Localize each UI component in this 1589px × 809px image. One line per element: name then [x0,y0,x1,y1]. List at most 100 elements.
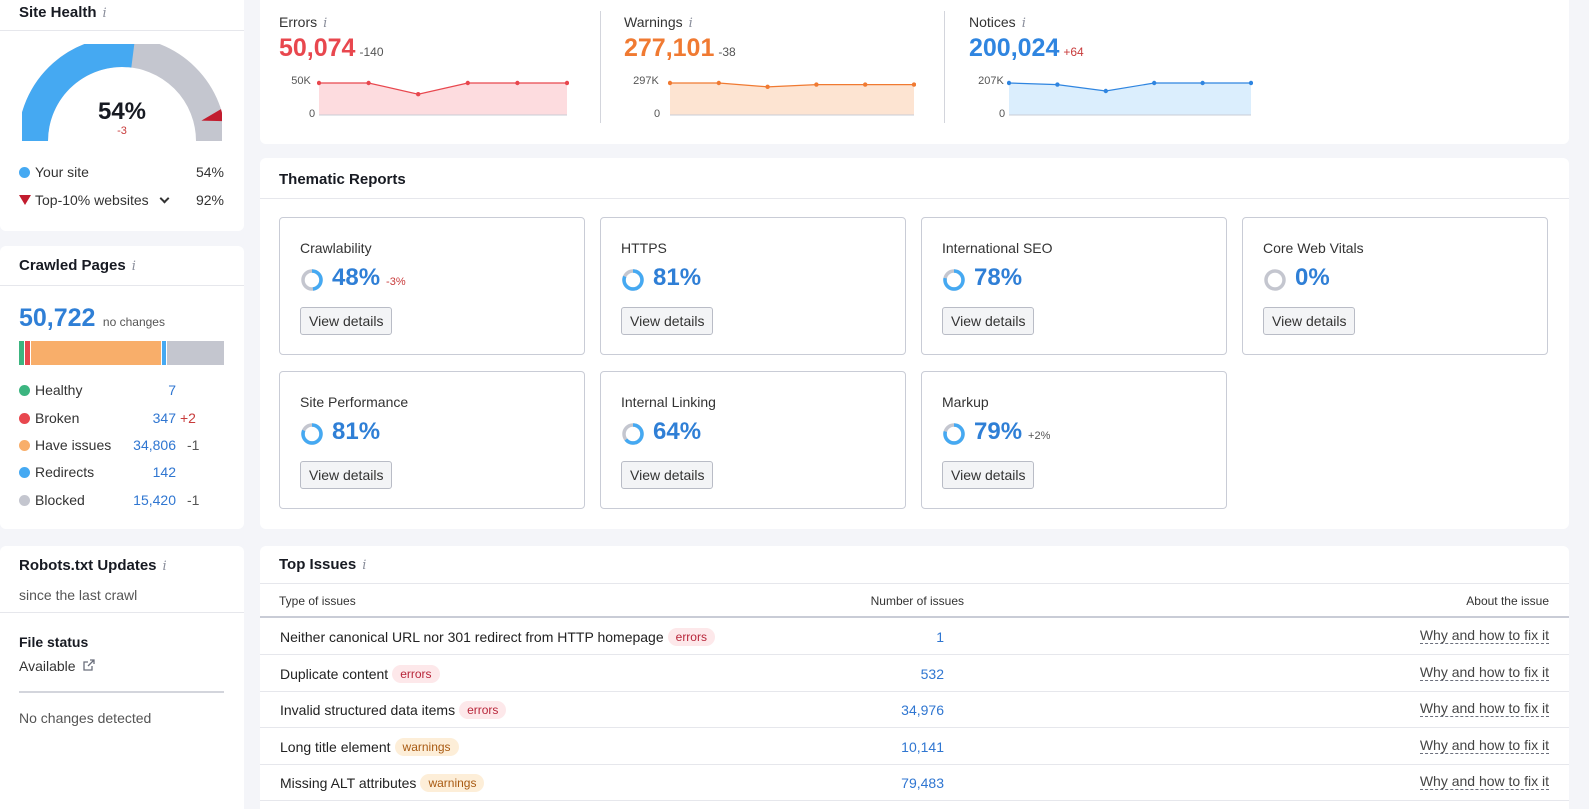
sparkline-point[interactable] [716,80,721,86]
col-number-of-issues[interactable]: Number of issues [870,594,964,608]
thematic-name: Site Performance [300,394,409,410]
redirects-dot-icon [19,467,30,478]
issue-row[interactable]: Invalid structured data items errors 34,97… [260,691,1569,728]
legend-your-site: Your site 54% [19,164,224,180]
thematic-card-international-seo: International SEO 78% View details [921,217,1227,355]
sparkline-point[interactable] [564,80,569,86]
sparkline-point[interactable] [814,82,819,87]
thematic-value: 78% [974,264,1023,291]
issue-count[interactable]: 10,141 [901,738,944,755]
metric-notices[interactable]: Notices i 200,024 +64 207K 0 [969,0,1289,144]
thematic-name: International SEO [942,240,1053,256]
crawled-row-redirects[interactable]: Redirects 142 [19,464,224,480]
issue-row[interactable]: Neither canonical URL nor 301 redirect f… [260,618,1569,655]
sparkline-point[interactable] [1103,88,1108,94]
view-details-button[interactable]: View details [621,461,714,489]
sparkline-point[interactable] [416,92,421,97]
sparkline-point[interactable] [765,84,770,90]
sparkline-point[interactable] [366,80,371,86]
view-details-button[interactable]: View details [300,461,393,489]
external-link-icon[interactable] [82,659,96,672]
issue-name[interactable]: Invalid structured data items errors [280,701,507,719]
progress-ring-icon [301,423,323,445]
metric-label: Warnings [624,14,683,30]
metric-warnings[interactable]: Warnings i 277,101 -38 297K 0 [624,0,944,144]
progress-ring-icon [943,423,965,445]
issue-count[interactable]: 34,976 [901,702,944,718]
info-icon[interactable]: i [323,16,328,31]
info-icon[interactable]: i [102,6,107,21]
why-and-how-link[interactable]: Why and how to fix it [1419,627,1549,644]
healthy-dot-icon [19,385,30,396]
view-details-button[interactable]: View details [1263,307,1356,335]
metrics-card: Errors i 50,074 -140 50K 0 Warnings i 277,101 -38… [260,0,1569,144]
info-icon[interactable]: i [1021,16,1026,31]
view-details-button[interactable]: View details [942,307,1035,335]
crawled-row-healthy[interactable]: Healthy 7 [19,382,224,398]
file-status-value[interactable]: Available [19,658,96,674]
crawled-row-broken[interactable]: Broken 347 +2 [19,410,224,426]
sparkline-point[interactable] [1007,80,1012,86]
col-type-of-issues: Type of issues [279,594,356,608]
metric-ymin-label: 0 [999,108,1006,120]
legend-top10[interactable]: Top-10% websites 92% [19,192,224,208]
thematic-value: 48% -3% [332,264,406,291]
issue-count[interactable]: 1 [936,629,944,645]
issue-name[interactable]: Neither canonical URL nor 301 redirect f… [280,628,715,646]
issue-row[interactable]: Duplicate content errors 532 Why and how to… [260,655,1569,692]
metric-label: Notices [969,14,1016,30]
sparkline-point[interactable] [317,80,322,86]
metric-ymin-label: 0 [309,108,316,120]
sparkline-point[interactable] [1152,80,1157,86]
why-and-how-link[interactable]: Why and how to fix it [1419,736,1549,754]
progress-ring-icon [622,423,644,445]
info-icon[interactable]: i [688,16,693,31]
issue-row[interactable]: Long title element warnings 10,141 Why and … [260,728,1569,765]
progress-ring-icon [622,269,644,291]
info-icon[interactable]: i [362,558,367,573]
metric-change: -38 [718,45,736,59]
why-and-how-link[interactable]: Why and how to fix it [1419,700,1549,717]
issue-tag: errors [459,701,507,719]
your-site-dot-icon [19,167,30,178]
metric-errors[interactable]: Errors i 50,074 -140 50K 0 [279,0,599,144]
info-icon[interactable]: i [162,559,167,574]
thematic-name: Internal Linking [621,394,716,410]
sparkline-point[interactable] [1200,80,1205,86]
issue-tag: errors [667,628,715,646]
metric-sparkline [317,80,569,116]
view-details-button[interactable]: View details [300,307,393,335]
why-and-how-link[interactable]: Why and how to fix it [1419,663,1549,681]
sparkline-point[interactable] [911,82,916,87]
crawled-row-have-issues[interactable]: Have issues 34,806 -1 [19,437,224,453]
issue-count[interactable]: 532 [920,665,944,682]
issues-dot-icon [19,440,30,451]
sparkline-point[interactable] [863,82,868,87]
top-issues-title: Top Issues i [279,556,367,573]
thematic-name: HTTPS [621,240,667,256]
issue-name[interactable]: Duplicate content errors [280,664,440,683]
info-icon[interactable]: i [131,259,136,274]
robots-subtitle: since the last crawl [19,587,138,603]
sparkline-point[interactable] [465,80,470,86]
col-about-issue: About the issue [1466,594,1549,608]
sparkline-point[interactable] [668,80,673,86]
sparkline-point[interactable] [1248,80,1253,86]
issue-name[interactable]: Long title element warnings [280,737,459,756]
metric-value: 277,101 [624,34,715,62]
progress-ring-icon [943,269,965,291]
issue-row[interactable]: Missing ALT attributes warnings 79,483 Why … [260,764,1569,801]
sparkline-point[interactable] [515,80,520,86]
issue-count[interactable]: 79,483 [901,775,944,791]
thematic-card-markup: Markup 79% +2% View details [921,371,1227,509]
triangle-down-icon [19,195,31,205]
issue-name[interactable]: Missing ALT attributes warnings [280,774,485,792]
why-and-how-link[interactable]: Why and how to fix it [1419,773,1549,790]
crawled-row-blocked[interactable]: Blocked 15,420 -1 [19,492,224,508]
view-details-button[interactable]: View details [942,461,1035,489]
chevron-down-icon[interactable] [159,193,169,204]
sparkline-point[interactable] [1055,82,1060,87]
view-details-button[interactable]: View details [621,307,714,335]
site-health-change: -3 [117,125,127,137]
metric-label: Errors [279,14,318,30]
